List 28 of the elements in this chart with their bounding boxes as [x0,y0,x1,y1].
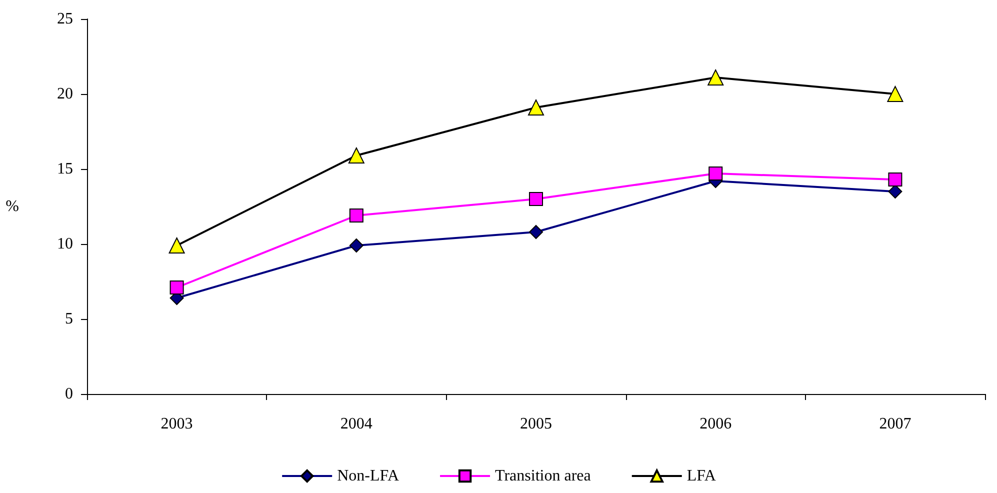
point [708,166,723,180]
point [170,280,184,294]
point [349,238,364,252]
y-axis-title: % [6,198,19,215]
point [888,184,902,198]
y-tick-label: 10 [57,236,73,252]
x-tick-label: 2003 [160,416,193,432]
y-tick-label: 15 [57,160,73,178]
point [349,208,364,222]
y-tick-label: 20 [57,86,73,102]
point [528,100,544,116]
legend-label: LFA [686,468,716,484]
point [708,70,724,86]
x-tick-label: 2005 [520,416,552,432]
point [887,86,904,102]
x-tick-label: 2007 [879,416,912,432]
x-tick-label: 2004 [340,416,372,432]
point [529,225,543,239]
point [348,148,364,164]
legend-label: Transition area [495,468,591,484]
y-tick-label: 5 [65,310,73,328]
point [888,172,902,186]
point [529,192,543,206]
legend-label: Non-LFA [337,468,400,484]
point [168,238,185,254]
y-tick-label: 0 [65,386,73,402]
y-tick-label: 25 [57,10,73,28]
x-tick-label: 2006 [700,416,732,432]
